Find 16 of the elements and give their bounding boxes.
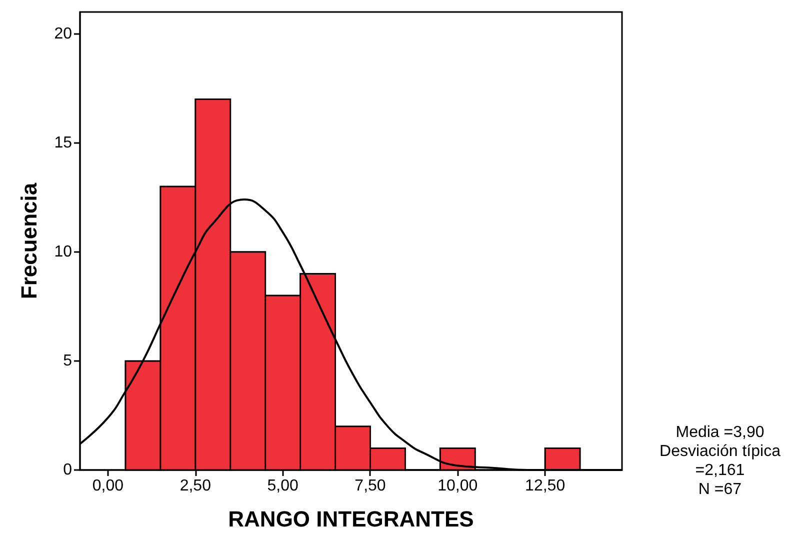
text: Media =3,90 [674, 423, 766, 442]
y-tick-label: 5 [63, 352, 72, 370]
x-axis-title: RANGO INTEGRANTES [228, 506, 474, 532]
y-axis-title: Frecuencia [16, 182, 42, 300]
text: N =67 [697, 480, 743, 499]
y-tick-label: 20 [54, 25, 72, 42]
x-tick-label: 5,00 [267, 478, 298, 494]
x-tick-label: 12,50 [525, 478, 566, 494]
y-tick-label: 15 [54, 134, 72, 152]
text: Desviación típica =2,161 [658, 442, 782, 480]
y-tick-label: 10 [54, 243, 72, 260]
x-tick-label: 10,00 [438, 478, 478, 494]
x-tick-label: 2,50 [180, 478, 212, 494]
x-tick-label: 0,00 [92, 478, 124, 494]
y-tick-label: 0 [63, 462, 72, 478]
x-tick-label: 7,50 [354, 478, 386, 494]
